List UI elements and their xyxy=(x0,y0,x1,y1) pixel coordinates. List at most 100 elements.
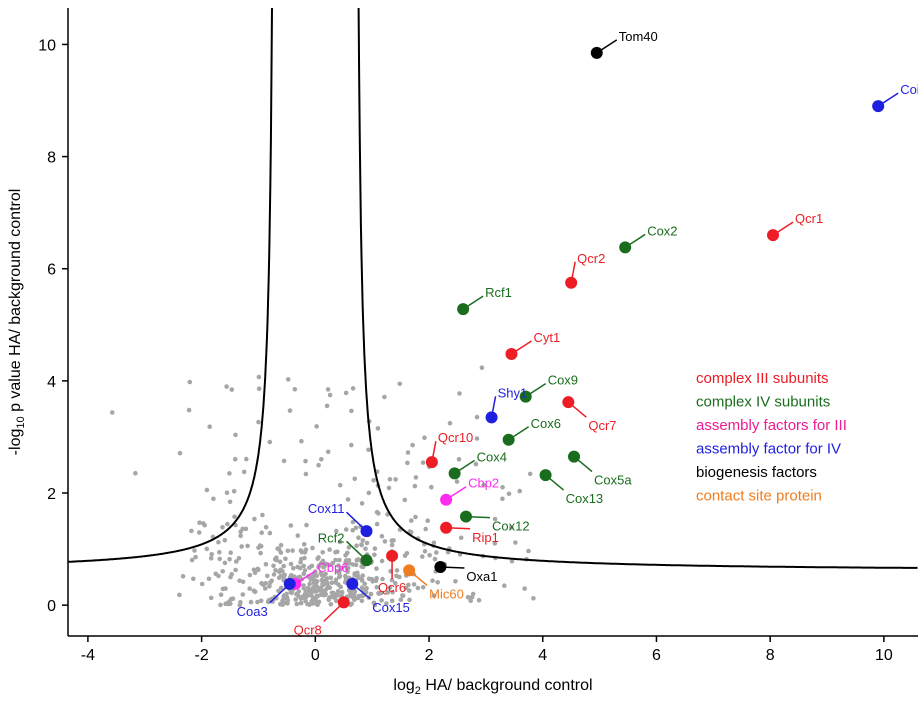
y-axis-title-sub: 10 xyxy=(15,416,27,428)
background-point xyxy=(278,585,284,591)
background-point xyxy=(509,525,514,530)
background-point xyxy=(187,379,193,385)
background-point xyxy=(243,526,249,532)
point-label-shy1: Shy1 xyxy=(498,385,528,400)
background-point xyxy=(311,596,316,601)
background-point xyxy=(474,436,480,441)
background-point xyxy=(372,552,377,558)
background-point xyxy=(320,550,326,555)
background-point xyxy=(513,540,518,545)
background-point xyxy=(434,550,439,555)
background-point xyxy=(303,598,308,604)
highlighted-point-cox4 xyxy=(448,467,461,480)
background-point xyxy=(227,471,232,476)
x-axis-title: log2 HA/ background control xyxy=(393,677,592,697)
background-point xyxy=(207,424,212,430)
background-point xyxy=(374,521,380,527)
highlighted-point-cyt1 xyxy=(505,347,518,360)
background-point xyxy=(379,598,384,603)
background-point xyxy=(248,599,254,605)
background-point xyxy=(307,602,312,607)
background-point xyxy=(288,561,294,567)
background-point xyxy=(353,525,359,531)
background-point xyxy=(276,588,281,594)
background-point xyxy=(301,571,307,577)
background-point xyxy=(241,469,247,475)
highlighted-point-cox12 xyxy=(459,510,472,523)
point-label-qcr10: Qcr10 xyxy=(438,430,473,445)
highlighted-point-cox2 xyxy=(619,241,632,254)
background-point xyxy=(479,365,485,371)
highlighted-points: Tom40 Coi1 Qcr1 Cox2 Qcr2 Rcf1 Cyt1 Cox9 Qcr7 Shy… xyxy=(237,29,918,637)
y-tick-label: 6 xyxy=(47,262,56,279)
highlighted-point-shy1 xyxy=(485,411,498,424)
background-point xyxy=(228,596,234,602)
highlighted-point-cox11 xyxy=(360,525,373,538)
highlighted-point-rcf2 xyxy=(360,554,373,567)
legend-item-assembly-iii: assembly factors for III xyxy=(696,417,847,434)
highlighted-point-qcr8 xyxy=(337,596,350,609)
point-label-cbp2: Cbp2 xyxy=(468,476,499,491)
background-point xyxy=(224,384,229,389)
background-point xyxy=(240,579,246,585)
background-point xyxy=(189,557,195,563)
point-label-oxa1: Oxa1 xyxy=(466,569,497,584)
background-point xyxy=(267,584,272,589)
background-point xyxy=(406,582,411,588)
y-tick-label: 0 xyxy=(47,598,56,615)
background-point xyxy=(204,487,210,493)
background-point xyxy=(281,594,287,600)
background-point xyxy=(474,414,480,420)
highlighted-point-cox13 xyxy=(539,469,552,482)
background-point xyxy=(447,420,453,426)
background-point xyxy=(204,546,210,552)
background-point xyxy=(481,482,487,488)
background-point xyxy=(192,548,197,553)
background-point xyxy=(269,578,275,583)
threshold-curve-right xyxy=(357,7,918,569)
background-point xyxy=(352,476,358,482)
background-point xyxy=(283,556,288,562)
point-label-cbp6: Cbp6 xyxy=(317,560,348,575)
background-point xyxy=(133,471,138,476)
point-label-cox2: Cox2 xyxy=(647,223,677,238)
background-point xyxy=(232,514,237,520)
background-point xyxy=(275,546,281,551)
background-point xyxy=(352,572,358,577)
y-axis-title: -log10 p value HA/ background control xyxy=(7,189,27,456)
background-point xyxy=(336,563,341,568)
background-point xyxy=(316,563,322,568)
background-point xyxy=(407,597,412,603)
background-point xyxy=(251,567,257,573)
highlighted-point-rcf1 xyxy=(457,303,470,316)
background-point xyxy=(217,556,222,562)
background-point xyxy=(312,589,317,594)
y-tick-label: 2 xyxy=(47,486,56,503)
background-point xyxy=(456,457,462,462)
background-point xyxy=(308,587,314,593)
background-point xyxy=(315,601,320,607)
background-point xyxy=(407,529,413,534)
background-point xyxy=(271,563,276,569)
background-point xyxy=(322,593,327,598)
background-point xyxy=(500,485,505,490)
background-point xyxy=(217,550,222,555)
x-tick-label: 4 xyxy=(538,647,547,664)
background-point xyxy=(366,490,372,496)
background-point xyxy=(346,558,352,563)
background-point xyxy=(218,602,223,608)
point-label-mic60: Mic60 xyxy=(429,586,464,601)
background-point xyxy=(364,540,370,546)
background-point xyxy=(247,586,252,591)
background-point xyxy=(457,391,462,396)
background-point xyxy=(263,586,268,591)
background-point xyxy=(208,595,214,601)
background-point xyxy=(390,589,395,595)
background-point xyxy=(389,598,395,604)
background-point xyxy=(372,546,378,551)
y-tick-label: 8 xyxy=(47,150,56,167)
background-point xyxy=(473,461,479,467)
background-point xyxy=(260,512,265,518)
background-point xyxy=(239,544,244,549)
